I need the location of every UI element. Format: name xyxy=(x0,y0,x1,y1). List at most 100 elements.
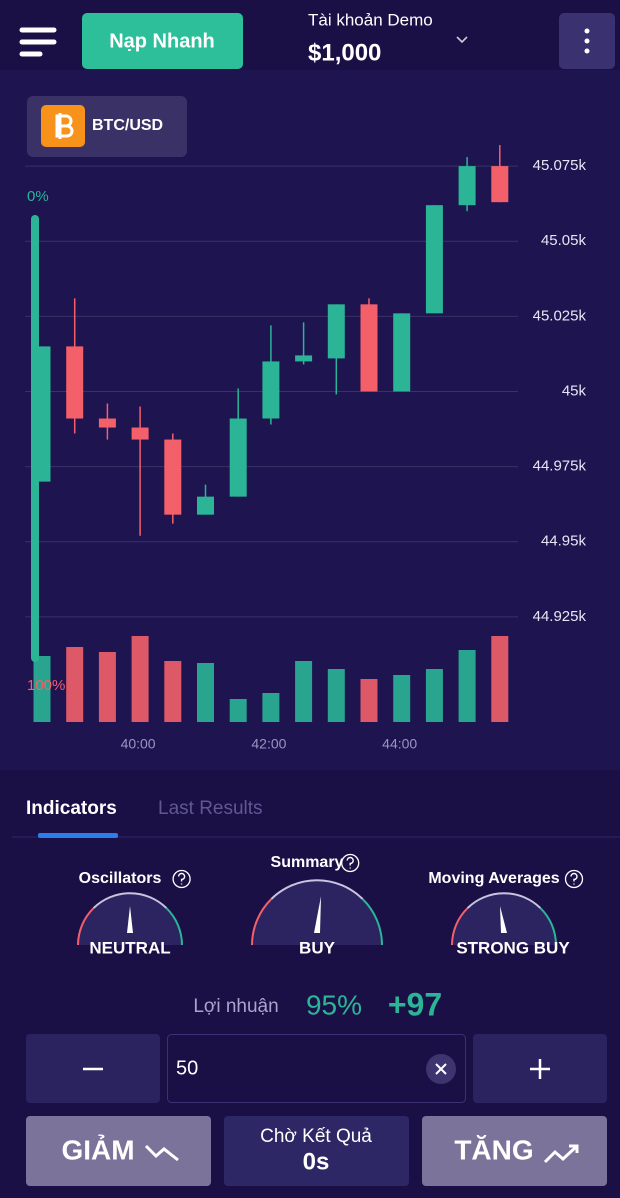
gauge-arc-mid xyxy=(466,892,542,909)
gauge-arc-sell xyxy=(451,907,469,946)
down-label: GIẢM xyxy=(61,1133,134,1165)
gauge-arc-buy xyxy=(361,898,383,946)
indicator-name: Oscillators xyxy=(79,870,162,887)
volume-bar xyxy=(197,663,214,722)
amount-input[interactable] xyxy=(167,1034,466,1103)
deposit-label: Nạp Nhanh xyxy=(109,30,215,52)
volume-bar xyxy=(262,693,280,722)
gauge-top-label: 0% xyxy=(27,188,49,205)
gauge-arc-buy xyxy=(539,907,557,946)
candle-body xyxy=(327,304,345,359)
chart: 44.925k 44.95k 44.975k 45k 45.025k 45.05k 45.0… xyxy=(25,145,586,752)
volume-bar xyxy=(491,636,509,722)
indicator-name: Moving Averages xyxy=(428,870,559,887)
candle-body xyxy=(197,496,214,515)
tab-last-results[interactable]: Last Results xyxy=(158,798,263,819)
indicator-name: Summary xyxy=(271,854,344,871)
gauge-needle xyxy=(500,906,507,933)
up-button[interactable] xyxy=(422,1116,607,1186)
more-icon xyxy=(584,28,590,54)
clear-icon xyxy=(435,1063,447,1075)
tab-underline xyxy=(38,833,118,838)
candle-body xyxy=(491,166,509,203)
gauge-arc-buy xyxy=(165,907,183,946)
deposit-button[interactable] xyxy=(82,13,243,69)
volume-bar xyxy=(66,647,84,722)
candle-body xyxy=(295,355,313,362)
btc-glyph xyxy=(55,113,74,139)
x-tick-label: 42:00 xyxy=(251,736,286,752)
gauge-arc-sell xyxy=(251,898,273,946)
gauge-face xyxy=(252,880,382,945)
volume-bar xyxy=(425,669,443,722)
account-label: Tài khoản Demo xyxy=(308,10,433,29)
volume-bar xyxy=(164,661,182,722)
volume-bar xyxy=(33,656,51,722)
down-button[interactable] xyxy=(26,1116,211,1186)
volume-bar xyxy=(327,669,345,722)
up-icon xyxy=(543,1144,579,1164)
volume-bar xyxy=(360,679,378,722)
volume-bar xyxy=(229,699,247,722)
candle-body xyxy=(458,166,476,206)
timer: 0s xyxy=(303,1148,330,1175)
profit-amount: +97 xyxy=(388,986,442,1022)
candle-body xyxy=(262,361,280,419)
candle-body xyxy=(425,205,443,314)
position-gauge xyxy=(31,215,39,662)
y-tick-label: 45.05k xyxy=(541,232,587,249)
balance: $1,000 xyxy=(308,39,381,66)
profit-rate: 95% xyxy=(306,989,362,1020)
help-icon xyxy=(341,853,360,873)
gauge-needle xyxy=(127,906,133,933)
x-tick-label: 44:00 xyxy=(382,736,417,752)
volume-bar xyxy=(393,675,411,722)
gauge-needle xyxy=(314,896,321,933)
help-icon xyxy=(564,869,584,889)
y-tick-label: 44.95k xyxy=(541,533,587,550)
y-tick-label: 44.925k xyxy=(533,608,587,625)
status-box xyxy=(224,1116,409,1186)
status-label: Chờ Kết Quả xyxy=(260,1126,372,1147)
gauge-arc-mid xyxy=(270,879,364,900)
indicator-signal: BUY xyxy=(299,938,336,957)
candle-body xyxy=(98,418,116,428)
gauge-arc-mid xyxy=(92,892,168,909)
candle-body xyxy=(131,427,149,440)
gauge-bottom-label: 100% xyxy=(27,677,65,694)
help-glyph xyxy=(346,856,354,869)
y-tick-label: 45k xyxy=(562,382,587,399)
volume-bar xyxy=(98,652,116,722)
symbol: BTC/USD xyxy=(92,117,163,134)
y-tick-label: 45.075k xyxy=(533,157,587,174)
volume-bar xyxy=(295,661,313,722)
tab-indicators[interactable]: Indicators xyxy=(26,798,117,819)
amount-value: 50 xyxy=(176,1057,198,1079)
account-dropdown[interactable] xyxy=(456,36,468,44)
help-glyph xyxy=(570,872,578,885)
plus-icon xyxy=(530,1059,550,1079)
help-icon xyxy=(172,869,191,889)
x-tick-label: 40:00 xyxy=(121,736,156,752)
indicator-signal: NEUTRAL xyxy=(89,938,170,957)
help-glyph xyxy=(177,872,186,885)
indicator-gauges: Oscillators NEUTRAL Summary BUY Moving Avera… xyxy=(77,853,584,957)
profit-label: Lợi nhuận xyxy=(193,996,278,1017)
candle-body xyxy=(66,346,84,419)
indicator-signal: STRONG BUY xyxy=(456,938,570,957)
gauge-arc-sell xyxy=(77,907,95,946)
down-icon xyxy=(144,1144,179,1162)
volume-bar xyxy=(131,636,149,722)
menu-icon[interactable] xyxy=(19,27,57,57)
candle-body xyxy=(393,313,411,392)
volume-bar xyxy=(458,650,476,722)
candle-body xyxy=(229,418,247,497)
gauge-face xyxy=(452,893,556,945)
y-tick-label: 44.975k xyxy=(533,458,587,475)
candle-body xyxy=(164,439,182,515)
up-label: TĂNG xyxy=(454,1134,533,1165)
candle-body xyxy=(360,304,378,392)
y-tick-label: 45.025k xyxy=(533,307,587,324)
